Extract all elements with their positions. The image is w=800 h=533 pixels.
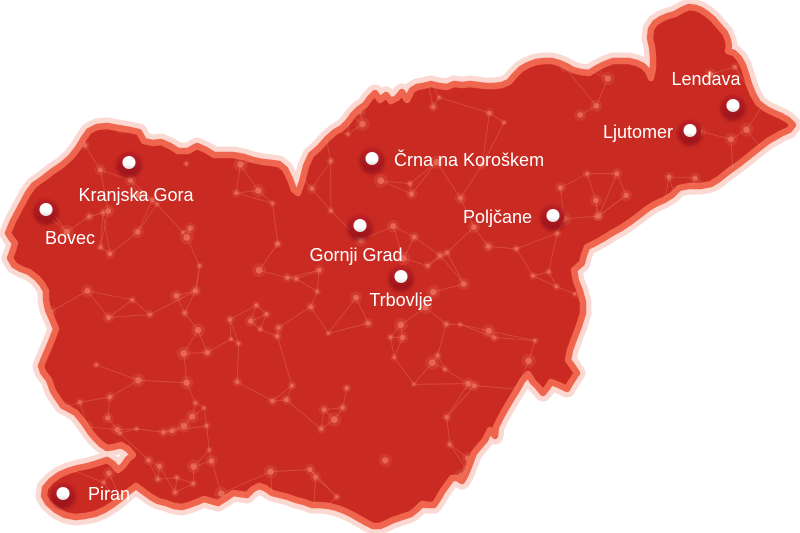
city-label-ljutomer: Ljutomer: [603, 122, 673, 142]
city-label-trbovlje: Trbovlje: [369, 290, 432, 310]
marker-dot: [394, 270, 408, 283]
city-marker-crna-na-koroskem[interactable]: [359, 148, 385, 174]
marker-dot: [39, 203, 53, 216]
marker-dot: [546, 209, 560, 222]
city-label-bovec: Bovec: [45, 228, 95, 248]
marker-dot: [56, 487, 70, 500]
city-marker-poljcane[interactable]: [540, 205, 566, 231]
city-markers: [33, 95, 746, 509]
city-label-lendava: Lendava: [671, 69, 741, 89]
marker-dot: [726, 99, 740, 112]
city-marker-trbovlje[interactable]: [388, 266, 414, 292]
city-marker-kranjska-gora[interactable]: [116, 152, 142, 178]
city-marker-gornji-grad[interactable]: [347, 215, 373, 241]
city-marker-bovec[interactable]: [33, 199, 59, 225]
city-label-crna-na-koroskem: Črna na Koroškem: [394, 149, 544, 170]
marker-dot: [365, 152, 379, 165]
marker-dot: [353, 219, 367, 232]
city-marker-lendava[interactable]: [720, 95, 746, 121]
city-label-piran: Piran: [88, 484, 130, 504]
city-label-poljcane: Poljčane: [463, 207, 532, 227]
city-labels: Bovec Kranjska Gora Piran Črna na Koroškem G…: [45, 69, 742, 504]
city-label-gornji-grad: Gornji Grad: [309, 245, 402, 265]
marker-dot: [122, 156, 136, 169]
city-marker-piran[interactable]: [50, 483, 76, 509]
city-label-kranjska-gora: Kranjska Gora: [78, 185, 194, 205]
city-marker-ljutomer[interactable]: [677, 120, 703, 146]
marker-dot: [683, 124, 697, 137]
